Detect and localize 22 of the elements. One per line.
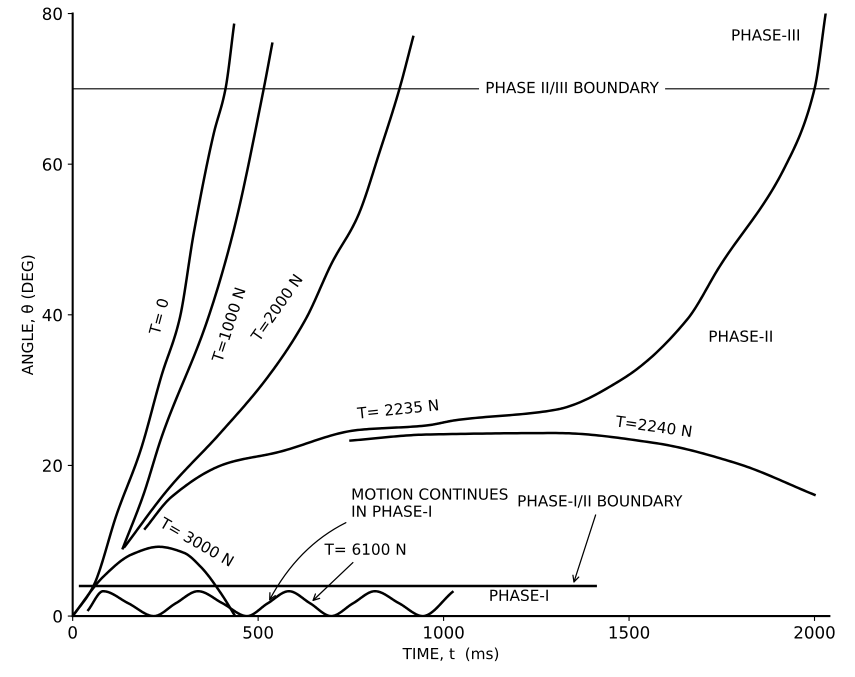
y-tick-label: 40 xyxy=(42,308,62,322)
x-axis-title: TIME, t (ms) xyxy=(402,647,498,662)
text: T= 0 xyxy=(148,298,169,336)
annotation: MOTION CONTINUES IN PHASE-I xyxy=(352,488,508,517)
x-tick-label: 1500 xyxy=(610,626,650,639)
annotation: PHASE-II xyxy=(710,330,772,342)
text: T=2240 N xyxy=(614,415,692,438)
x-tick-label: 1000 xyxy=(424,626,464,639)
text: T= 2235 N xyxy=(356,399,438,419)
y-tick-label: 20 xyxy=(42,459,62,472)
x-tick-label: 500 xyxy=(244,626,273,639)
annotation: PHASE-I xyxy=(490,590,548,602)
annotation: PHASE-III xyxy=(732,29,800,41)
y-axis-title: ANGLE, θ (DEG) xyxy=(21,256,36,376)
y-tick-label: 60 xyxy=(42,158,62,171)
y-tick-label: 80 xyxy=(42,8,62,20)
x-tick-label: 2000 xyxy=(794,626,835,639)
x-tick-label: 0 xyxy=(68,626,77,639)
text: T= 6100 N xyxy=(324,543,406,555)
ref-line-label: PHASE II/III BOUNDARY xyxy=(486,82,659,94)
annotation: PHASE-I/II BOUNDARY xyxy=(518,495,682,508)
y-tick-label: 0 xyxy=(53,610,62,623)
